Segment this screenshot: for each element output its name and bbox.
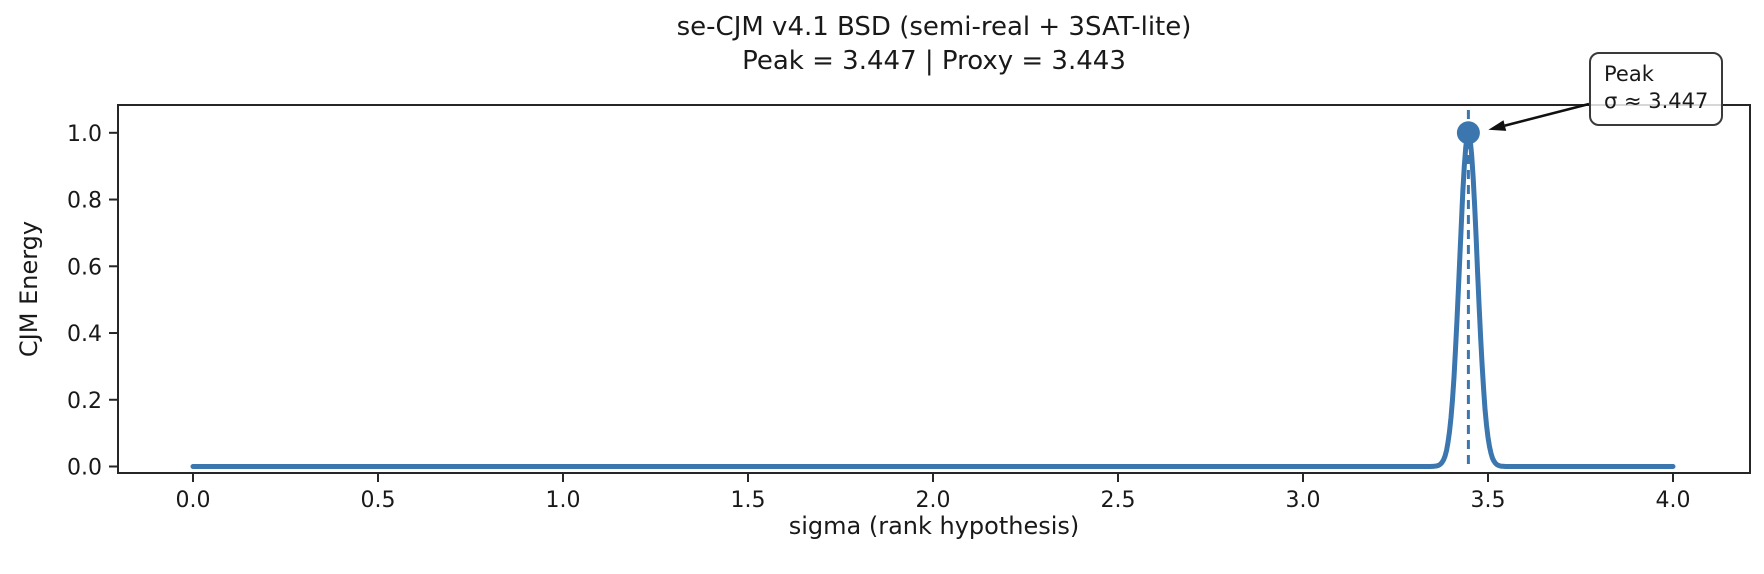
peak-annotation-box: Peak σ ≈ 3.447	[1589, 52, 1724, 126]
y-axis-label: CJM Energy	[15, 220, 43, 358]
chart-title-line1: se-CJM v4.1 BSD (semi-real + 3SAT-lite)	[676, 12, 1192, 42]
x-axis-tick-label: 0.5	[361, 488, 396, 513]
axes-frame	[117, 104, 1751, 474]
y-axis-tick-label: 0.2	[67, 389, 102, 414]
peak-annotation-line1: Peak	[1604, 62, 1654, 86]
x-axis-tick-label: 1.0	[546, 488, 581, 513]
peak-annotation-line2: σ ≈ 3.447	[1604, 89, 1709, 113]
y-axis-tick-label: 0.4	[67, 322, 102, 347]
y-axis-tick-label: 0.8	[67, 189, 102, 214]
annotation-arrow-line	[1504, 102, 1590, 127]
chart-title-line2: Peak = 3.447 | Proxy = 3.443	[742, 46, 1126, 76]
x-axis-tick-label: 3.0	[1286, 488, 1321, 513]
x-axis-tick-label: 4.0	[1656, 488, 1691, 513]
x-axis-tick-label: 2.5	[1101, 488, 1136, 513]
x-axis-tick-label: 3.5	[1471, 488, 1506, 513]
chart-title: se-CJM v4.1 BSD (semi-real + 3SAT-lite) …	[118, 10, 1750, 78]
y-axis-tick-label: 0.6	[67, 255, 102, 280]
x-axis-tick-label: 2.0	[916, 488, 951, 513]
x-axis-label: sigma (rank hypothesis)	[788, 512, 1080, 540]
x-axis-tick-label: 0.0	[176, 488, 211, 513]
annotation-arrowhead	[1488, 120, 1507, 131]
y-axis-tick-label: 0.0	[67, 456, 102, 481]
x-axis-tick-label: 1.5	[731, 488, 766, 513]
energy-curve	[190, 130, 1676, 469]
y-axis-tick-label: 1.0	[67, 122, 102, 147]
peak-marker	[1456, 121, 1480, 145]
